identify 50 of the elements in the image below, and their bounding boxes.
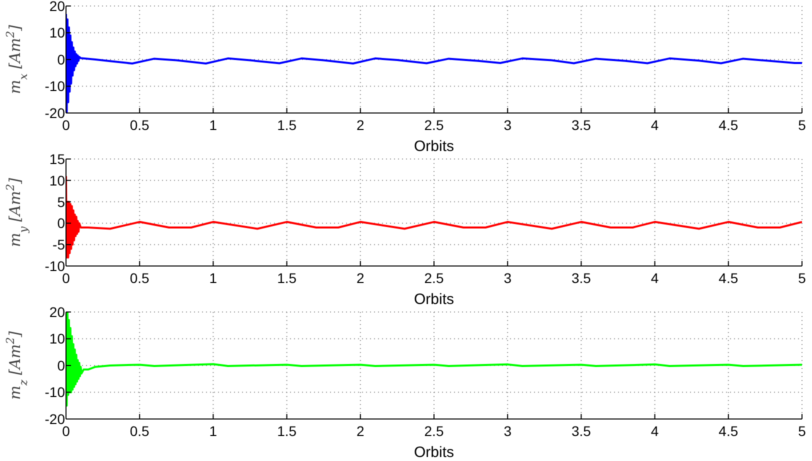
x-tick-label: 3.5: [571, 270, 592, 286]
y-tick-label: 20: [49, 0, 66, 14]
x-tick-label: 4: [650, 270, 659, 286]
y-tick-label: 0: [57, 215, 66, 232]
x-tick-label: 4.5: [718, 116, 738, 133]
x-tick-label: 5: [798, 422, 806, 439]
y-tick-label: 0: [57, 51, 66, 68]
x-tick-label: 2: [356, 270, 364, 286]
x-tick-label: 1.5: [277, 422, 297, 439]
x-tick-label: 4.5: [718, 270, 738, 286]
x-tick-label: 3.5: [571, 422, 592, 439]
y-tick-label: -10: [44, 258, 66, 274]
x-tick-label: 2.5: [424, 270, 444, 286]
x-tick-label: 1: [209, 116, 218, 133]
y-tick-label: -10: [44, 78, 66, 94]
x-tick-label: 5: [798, 270, 806, 286]
x-tick-label: 1: [209, 270, 218, 286]
x-tick-label: 4: [650, 422, 659, 439]
x-tick-label: 1.5: [277, 116, 297, 133]
y-tick-label: 10: [49, 24, 66, 41]
x-tick-label: 0.5: [130, 116, 150, 133]
x-axis-title: Orbits: [414, 138, 454, 155]
x-tick-label: 2: [356, 422, 364, 439]
x-tick-label: 3: [504, 116, 512, 133]
x-axis-title: Orbits: [414, 444, 454, 461]
x-tick-label: 3.5: [571, 116, 592, 133]
x-tick-label: 3: [504, 422, 512, 439]
x-tick-label: 2.5: [424, 116, 444, 133]
y-tick-label: 10: [49, 172, 66, 188]
x-tick-label: 1: [209, 422, 218, 439]
y-tick-label: 0: [57, 357, 66, 374]
y-tick-label: -20: [44, 104, 66, 121]
x-axis-title: Orbits: [414, 291, 454, 308]
y-tick-label: 20: [49, 304, 66, 320]
y-tick-label: -5: [52, 236, 66, 253]
x-tick-label: 0.5: [130, 270, 150, 286]
line-series: [66, 175, 802, 258]
x-tick-label: 2: [356, 116, 364, 133]
x-tick-label: 4.5: [718, 422, 738, 439]
x-tick-label: 2.5: [424, 422, 444, 439]
x-tick-label: 1.5: [277, 270, 297, 286]
y-tick-label: 5: [57, 194, 66, 210]
x-tick-label: 4: [650, 116, 659, 133]
x-tick-label: 5: [798, 116, 806, 133]
y-tick-label: 10: [49, 330, 66, 347]
x-tick-label: 3: [504, 270, 512, 286]
x-tick-label: 0.5: [130, 422, 150, 439]
y-tick-label: -10: [44, 384, 66, 400]
y-tick-label: -20: [44, 410, 66, 427]
y-tick-label: 15: [49, 150, 66, 167]
